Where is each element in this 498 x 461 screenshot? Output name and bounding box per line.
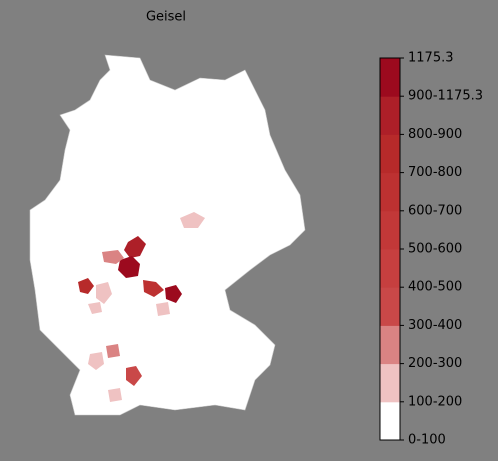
colorbar-label: 300-400 — [408, 318, 462, 333]
colorbar-band — [380, 210, 400, 250]
region — [78, 278, 94, 294]
colorbar-band — [380, 172, 400, 212]
region — [102, 250, 124, 264]
colorbar-band — [380, 325, 400, 365]
colorbar-label: 500-600 — [408, 242, 462, 257]
region — [108, 388, 122, 402]
colorbar-label: 800-900 — [408, 127, 462, 142]
colorbar-label: 700-800 — [408, 165, 462, 180]
colorbar-band — [380, 58, 400, 97]
region — [180, 212, 205, 228]
region — [88, 352, 104, 370]
region — [165, 285, 182, 303]
colorbar-band — [380, 134, 400, 174]
region — [88, 302, 102, 314]
region — [106, 344, 120, 358]
colorbar-band — [380, 401, 400, 441]
region — [156, 302, 170, 316]
region — [126, 366, 142, 386]
colorbar-band — [380, 96, 400, 135]
region — [143, 280, 164, 297]
germany-map — [29, 54, 306, 416]
colorbar-label: 1175.3 — [408, 51, 454, 66]
country-outline — [29, 54, 306, 416]
region — [118, 256, 140, 278]
colorbar-label: 200-300 — [408, 356, 462, 371]
colorbar: 0-100 100-200 200-300 300-400 400-500 500-600… — [379, 51, 483, 448]
colorbar-label: 100-200 — [408, 394, 462, 409]
colorbar-band — [380, 363, 400, 403]
colorbar-label: 600-700 — [408, 203, 462, 218]
colorbar-label: 0-100 — [408, 433, 446, 448]
colorbar-band — [380, 249, 400, 288]
colorbar-label: 400-500 — [408, 280, 462, 295]
colorbar-band — [380, 287, 400, 326]
map-title: Geisel — [146, 10, 186, 25]
colorbar-label: 900-1175.3 — [408, 89, 483, 104]
region — [124, 236, 146, 258]
region — [96, 282, 112, 304]
